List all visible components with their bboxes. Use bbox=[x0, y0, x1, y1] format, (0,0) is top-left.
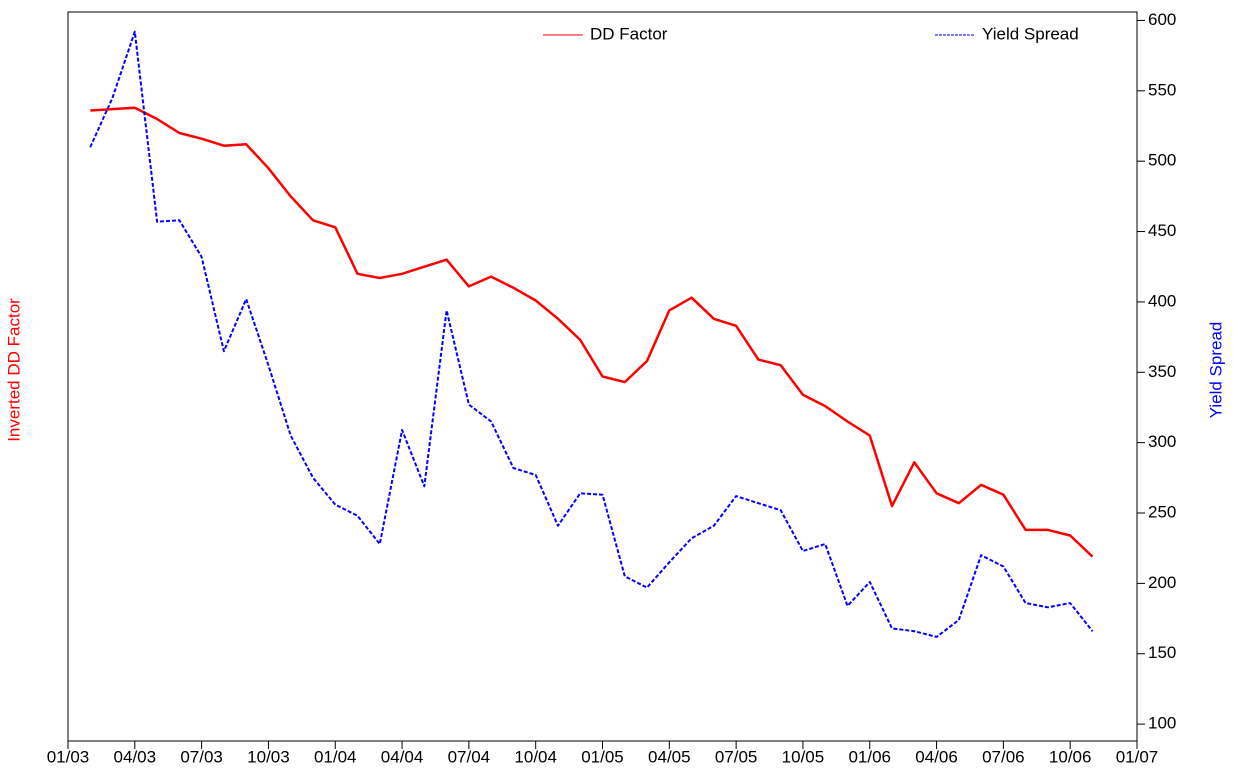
x-tick-label: 07/03 bbox=[180, 747, 223, 766]
y2-tick-label: 450 bbox=[1148, 221, 1176, 240]
y2-tick-label: 200 bbox=[1148, 573, 1176, 592]
x-tick-label: 07/05 bbox=[715, 747, 758, 766]
y2-tick-label: 300 bbox=[1148, 432, 1176, 451]
y-axis-label: Inverted DD Factor bbox=[4, 298, 23, 442]
y2-tick-label: 250 bbox=[1148, 502, 1176, 521]
y2-tick-label: 550 bbox=[1148, 80, 1176, 99]
y2-tick-label: 150 bbox=[1148, 643, 1176, 662]
x-tick-label: 04/03 bbox=[114, 747, 157, 766]
x-tick-label: 10/03 bbox=[247, 747, 290, 766]
x-tick-label: 10/04 bbox=[514, 747, 557, 766]
y2-tick-label: 400 bbox=[1148, 291, 1176, 310]
x-tick-label: 01/03 bbox=[47, 747, 90, 766]
x-tick-label: 01/04 bbox=[314, 747, 357, 766]
legend-label: Yield Spread bbox=[982, 24, 1079, 43]
y2-tick-label: 500 bbox=[1148, 151, 1176, 170]
x-tick-label: 07/04 bbox=[448, 747, 491, 766]
legend-label: DD Factor bbox=[590, 24, 668, 43]
x-tick-label: 01/06 bbox=[848, 747, 891, 766]
x-tick-label: 04/05 bbox=[648, 747, 691, 766]
y2-tick-label: 350 bbox=[1148, 362, 1176, 381]
x-tick-label: 07/06 bbox=[982, 747, 1025, 766]
x-tick-label: 10/05 bbox=[782, 747, 825, 766]
x-tick-label: 01/05 bbox=[581, 747, 624, 766]
x-tick-label: 04/06 bbox=[915, 747, 958, 766]
y2-axis-label: Yield Spread bbox=[1206, 322, 1225, 419]
y2-tick-label: 100 bbox=[1148, 714, 1176, 733]
x-tick-label: 10/06 bbox=[1049, 747, 1092, 766]
series-line bbox=[90, 106, 1094, 558]
y2-tick-label: 600 bbox=[1148, 10, 1176, 29]
x-tick-label: 01/07 bbox=[1116, 747, 1159, 766]
x-tick-label: 04/04 bbox=[381, 747, 424, 766]
series-line bbox=[89, 30, 1094, 638]
